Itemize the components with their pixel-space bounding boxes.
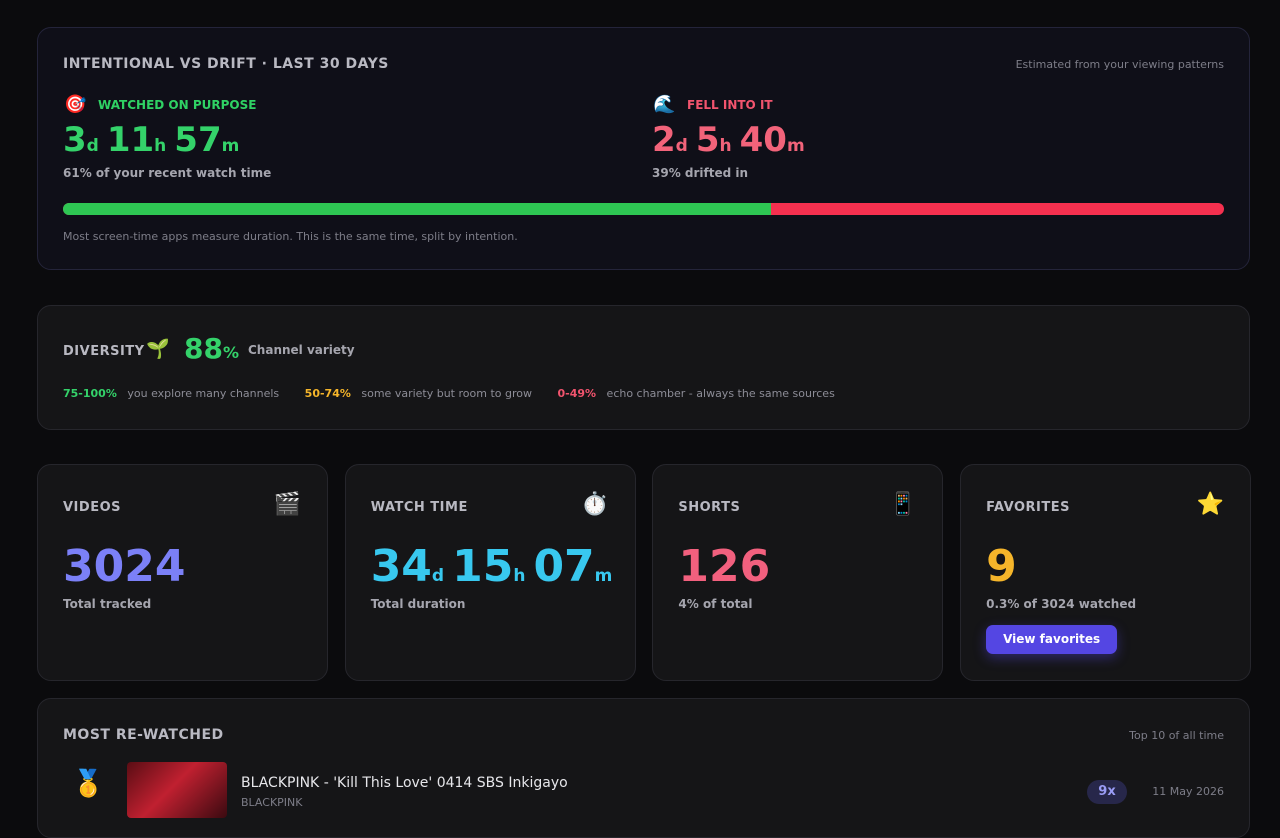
card-footer: Most screen-time apps measure duration. … <box>63 230 518 243</box>
time-unit: d <box>675 136 688 156</box>
legend-range: 0-49% <box>557 387 597 400</box>
stat-sub: 4% of total <box>678 597 753 611</box>
purpose-label: WATCHED ON PURPOSE <box>98 98 257 112</box>
stat-card: WATCH TIME ⏱️ 34d 15h 07m Total duration <box>344 464 636 681</box>
diversity-legend: 75-100% you explore many channels 50-74%… <box>63 387 835 400</box>
thumbnail <box>127 762 227 818</box>
stat-sub: Total duration <box>370 597 466 611</box>
legend-range: 50-74% <box>304 387 351 400</box>
page: INTENTIONAL VS DRIFT · LAST 30 DAYS Esti… <box>37 27 1252 838</box>
legend-text: some variety but room to grow <box>361 387 532 400</box>
video-date: 11 May 2026 <box>1152 785 1224 798</box>
card-note: Top 10 of all time <box>1129 729 1224 742</box>
drift-icon: 🌊 <box>653 94 676 115</box>
stat-title: WATCH TIME <box>370 500 468 515</box>
rewatched-card: MOST RE-WATCHED Top 10 of all time 🥇 BLA… <box>37 698 1250 838</box>
stat-title: SHORTS <box>678 500 741 515</box>
diversity-value: 88% <box>184 332 239 365</box>
split-bar <box>63 203 1224 215</box>
stat-card: VIDEOS 🎬 3024 Total tracked <box>37 464 328 681</box>
time-unit: h <box>513 566 526 586</box>
stat-icon: 📱 <box>888 492 917 517</box>
time-number: 34 <box>370 541 432 592</box>
diversity-card: DIVERSITY 🌱 88% Channel variety 75-100% … <box>37 305 1250 430</box>
stat-title: FAVORITES <box>986 500 1071 515</box>
stat-icon: ⏱️ <box>581 492 609 517</box>
time-number: 9 <box>986 541 1017 592</box>
drift-sub: 39% drifted in <box>652 166 749 180</box>
diversity-unit: % <box>222 343 239 362</box>
time-number: 3 <box>63 120 87 160</box>
time-unit: m <box>221 136 240 156</box>
time-number: 5 <box>695 120 720 160</box>
purpose-sub: 61% of your recent watch time <box>63 166 272 180</box>
stat-value: 126 <box>678 541 770 592</box>
stat-card: SHORTS 📱 126 4% of total <box>652 464 944 681</box>
time-number: 3024 <box>63 541 186 592</box>
diversity-label: DIVERSITY <box>63 344 145 359</box>
time-number: 11 <box>106 120 155 160</box>
time-number: 57 <box>174 120 222 160</box>
stat-card: FAVORITES ⭐ 9 0.3% of 3024 watched View favo… <box>960 464 1252 681</box>
time-number: 07 <box>533 541 595 592</box>
time-unit: m <box>594 566 613 586</box>
time-number: 40 <box>739 120 787 160</box>
diversity-icon: 🌱 <box>146 338 170 360</box>
time-unit: h <box>154 136 167 156</box>
card-title: INTENTIONAL VS DRIFT · LAST 30 DAYS <box>63 56 389 72</box>
purpose-icon: 🎯 <box>64 94 87 115</box>
purpose-time: 3d 11h 57m <box>63 120 247 160</box>
rewatch-count: 9x <box>1087 780 1127 804</box>
intention-card: INTENTIONAL VS DRIFT · LAST 30 DAYS Esti… <box>37 27 1250 270</box>
stat-value: 3024 <box>63 541 185 592</box>
stat-value: 9 <box>986 541 1017 592</box>
time-number: 126 <box>678 541 771 592</box>
video-channel: BLACKPINK <box>241 796 303 809</box>
stat-icon: ⭐ <box>1196 492 1225 517</box>
legend-range: 75-100% <box>63 387 117 400</box>
card-title: MOST RE-WATCHED <box>63 727 224 743</box>
stat-value: 34d 15h 07m <box>371 541 621 592</box>
stat-title: VIDEOS <box>63 500 121 515</box>
time-unit: h <box>719 136 732 156</box>
time-unit: d <box>86 136 99 156</box>
video-title: BLACKPINK - 'Kill This Love' 0414 SBS In… <box>241 775 568 791</box>
time-number: 2 <box>652 120 676 160</box>
diversity-number: 88 <box>184 332 223 365</box>
rank-icon: 🥇 <box>72 769 105 799</box>
diversity-desc: Channel variety <box>248 343 355 357</box>
stat-sub: 0.3% of 3024 watched <box>986 597 1137 611</box>
purpose-segment <box>63 203 772 215</box>
time-number: 15 <box>452 541 514 592</box>
stat-icon: 🎬 <box>273 492 301 517</box>
legend-text: you explore many channels <box>127 387 280 400</box>
drift-label: FELL INTO IT <box>687 98 773 112</box>
view-button[interactable]: View favorites <box>986 625 1118 654</box>
card-note: Estimated from your viewing patterns <box>1015 58 1224 71</box>
stat-sub: Total tracked <box>63 597 152 611</box>
time-unit: m <box>786 136 805 156</box>
time-unit: d <box>431 566 445 586</box>
legend-text: echo chamber - always the same sources <box>606 387 835 400</box>
drift-time: 2d 5h 40m <box>652 120 813 160</box>
